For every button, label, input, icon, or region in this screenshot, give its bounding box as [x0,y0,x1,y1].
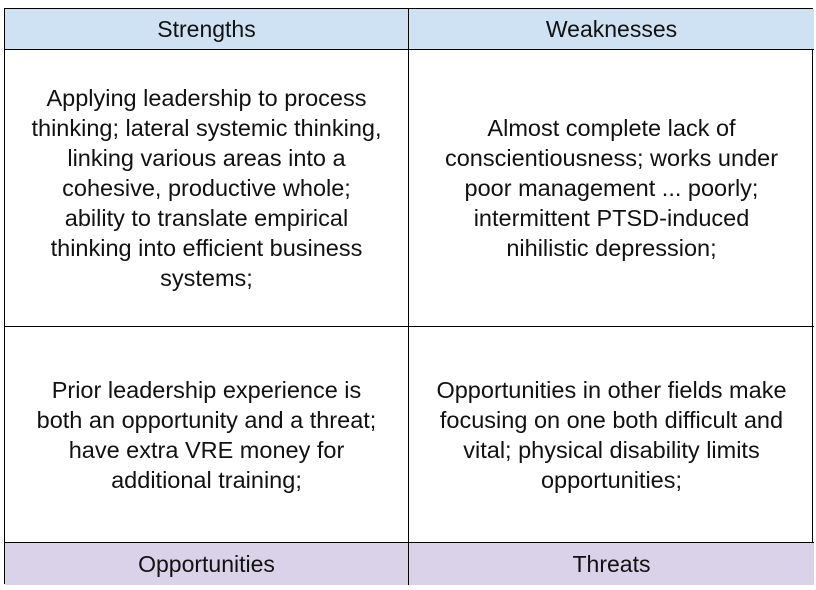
threats-line: focusing on one both difficult and [439,406,784,433]
strengths-line: Applying leadership to process [46,85,367,111]
weaknesses-cell: Almost complete lack of conscientiousnes… [409,50,814,327]
weaknesses-header: Weaknesses [409,9,814,50]
opportunities-cell: Prior leadership experience is both an o… [5,327,409,543]
weaknesses-line: nihilistic depression; [506,235,717,261]
strengths-line: thinking into efficient business [50,235,363,261]
opportunities-line: Prior leadership experience is [51,376,362,403]
threats-cell: Opportunities in other fields make focus… [409,327,814,543]
opportunities-header: Opportunities [5,543,409,585]
opportunities-line: additional training; [111,466,302,493]
threats-line: Opportunities in other fields make [436,376,787,403]
strengths-line: ability to translate empirical [64,205,349,231]
weaknesses-line: conscientiousness; works under [444,145,779,171]
weaknesses-line: intermittent PTSD-induced [473,205,750,231]
strengths-line: systems; [160,265,253,291]
opportunities-line: both an opportunity and a threat; [36,406,377,433]
swot-table: Strengths Weaknesses Applying leadership… [4,8,814,585]
threats-line: vital; physical disability limits [463,436,760,463]
strengths-cell: Applying leadership to process thinking;… [5,50,409,327]
weaknesses-line: Almost complete lack of [487,115,736,141]
strengths-line: thinking; lateral systemic thinking, [31,115,382,141]
threats-header: Threats [409,543,814,585]
threats-line: opportunities; [540,466,683,493]
strengths-line: cohesive, productive whole; [62,175,351,201]
strengths-header: Strengths [5,9,409,50]
opportunities-line: have extra VRE money for [68,436,345,463]
strengths-line: linking various areas into a [67,145,346,171]
weaknesses-line: poor management ... poorly; [464,175,759,201]
